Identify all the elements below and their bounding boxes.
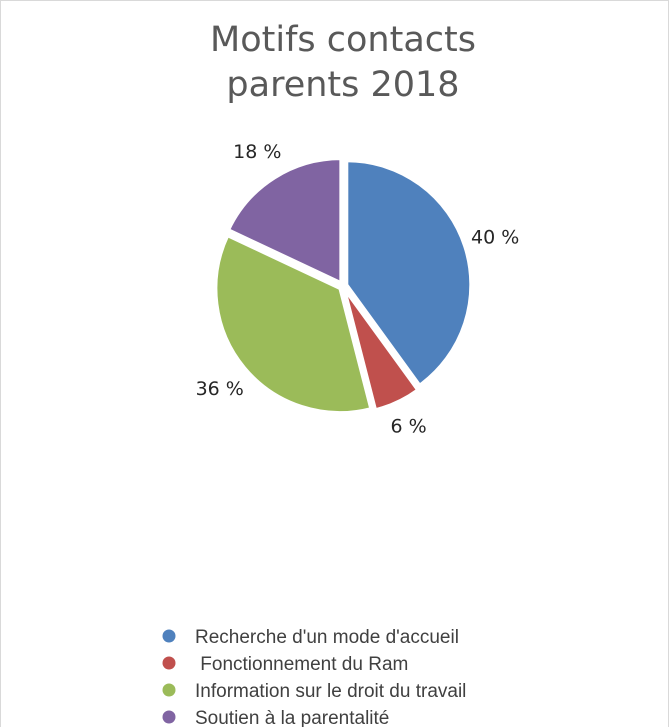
pie-data-labels: 40 % 6 % 36 % 18 % <box>196 141 520 437</box>
data-label-soutien-a-la-parentalite: 18 % <box>233 141 281 163</box>
data-label-information-sur-le-droit-du-travail: 36 % <box>196 378 244 400</box>
pie-slice-information-sur-le-droit-du-travail <box>214 234 373 414</box>
legend-marker-fonctionnement-du-ram <box>162 656 176 670</box>
legend-marker-soutien-a-la-parentalite <box>162 710 176 724</box>
data-label-fonctionnement-du-ram: 6 % <box>390 415 426 437</box>
pie-slices <box>214 157 473 414</box>
legend-marker-information-sur-le-droit-du-travail <box>162 683 176 697</box>
data-label-recherche-d-un-mode-d-accueil: 40 % <box>471 227 519 249</box>
pie-slice-soutien-a-la-parentalite <box>227 157 343 285</box>
chart-title-line-2: parents 2018 <box>226 65 459 105</box>
pie-slice-fonctionnement-du-ram <box>343 288 420 412</box>
legend: Recherche d'un mode d'accueil Fonctionne… <box>162 627 466 727</box>
chart-title-line-1: Motifs contacts <box>210 20 476 60</box>
legend-label-soutien-a-la-parentalite: Soutien à la parentalité <box>195 708 389 727</box>
legend-marker-recherche-d-un-mode-d-accueil <box>162 629 176 643</box>
legend-label-fonctionnement-du-ram: Fonctionnement du Ram <box>195 654 408 675</box>
legend-label-information-sur-le-droit-du-travail: Information sur le droit du travail <box>195 681 466 702</box>
legend-label-recherche-d-un-mode-d-accueil: Recherche d'un mode d'accueil <box>195 627 459 648</box>
pie-slice-recherche-d-un-mode-d-accueil <box>345 159 473 387</box>
